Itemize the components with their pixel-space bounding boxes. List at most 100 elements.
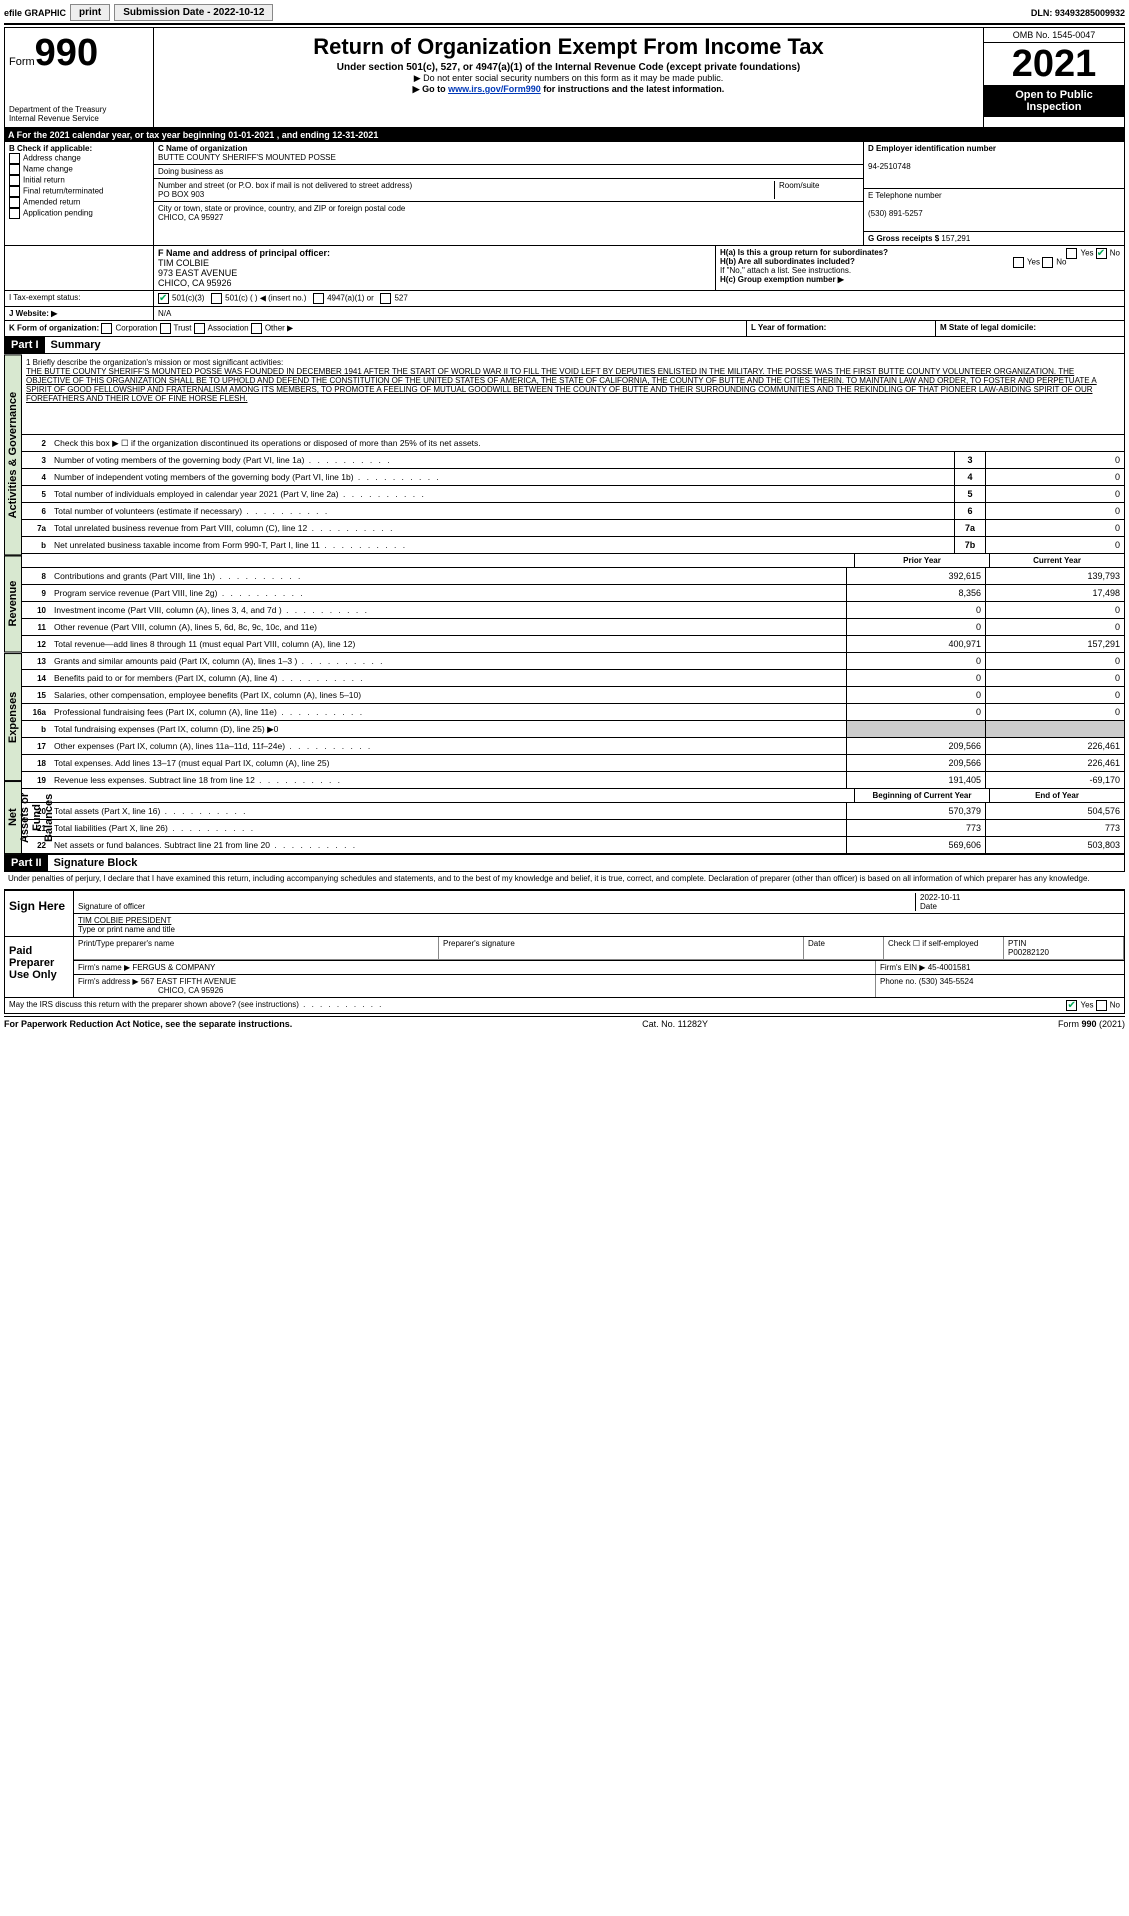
sig-line-2: TIM COLBIE PRESIDENT Type or print name … — [74, 914, 1124, 936]
phone-cell: E Telephone number (530) 891-5257 — [864, 189, 1124, 232]
cb-501c[interactable] — [211, 293, 222, 304]
mission-text: THE BUTTE COUNTY SHERIFF'S MOUNTED POSSE… — [26, 367, 1120, 403]
cb-527[interactable] — [380, 293, 391, 304]
header-right: OMB No. 1545-0047 2021 Open to Public In… — [983, 28, 1124, 127]
ein-cell: D Employer identification number 94-2510… — [864, 142, 1124, 189]
org-name-cell: C Name of organization BUTTE COUNTY SHER… — [154, 142, 863, 165]
prep-cells: Print/Type preparer's name Preparer's si… — [74, 937, 1124, 997]
line-10: 10Investment income (Part VIII, column (… — [22, 602, 1125, 619]
city-val: CHICO, CA 95927 — [158, 213, 223, 222]
line-18: 18Total expenses. Add lines 13–17 (must … — [22, 755, 1125, 772]
irs-link[interactable]: www.irs.gov/Form990 — [448, 84, 541, 94]
part1-tag: Part I — [5, 337, 45, 353]
discuss-yn: Yes No — [1066, 1000, 1120, 1011]
top-bar: efile GRAPHIC print Submission Date - 20… — [4, 4, 1125, 25]
j-val: N/A — [154, 307, 1124, 320]
dept-treasury: Department of the Treasury — [9, 105, 149, 114]
form-subtitle-3: ▶ Go to www.irs.gov/Form990 for instruct… — [162, 84, 975, 95]
gross-cell: G Gross receipts $ 157,291 — [864, 232, 1124, 245]
sig-date: 2022-10-11Date — [916, 893, 1120, 911]
firm-row: Firm's name ▶ FERGUS & COMPANY Firm's EI… — [74, 961, 1124, 975]
room-label: Room/suite — [774, 181, 859, 199]
e-label: E Telephone number — [868, 191, 942, 200]
part1-bar: Part I Summary — [4, 337, 1125, 354]
line-17: 17Other expenses (Part IX, column (A), l… — [22, 738, 1125, 755]
cb-application[interactable]: Application pending — [9, 208, 149, 219]
sidebar-governance: Activities & Governance — [4, 354, 22, 555]
header-left: Form990 Department of the Treasury Inter… — [5, 28, 154, 127]
cb-amended[interactable]: Amended return — [9, 197, 149, 208]
footer: For Paperwork Reduction Act Notice, see … — [4, 1016, 1125, 1031]
line-9: 9Program service revenue (Part VIII, lin… — [22, 585, 1125, 602]
cb-501c3[interactable] — [158, 293, 169, 304]
cb-assoc[interactable] — [194, 323, 205, 334]
form-subtitle-1: Under section 501(c), 527, or 4947(a)(1)… — [162, 62, 975, 73]
b-label: B Check if applicable: — [9, 144, 149, 153]
col-header-revenue: Prior YearCurrent Year — [22, 554, 1125, 568]
cb-final[interactable]: Final return/terminated — [9, 186, 149, 197]
line-7a: 7aTotal unrelated business revenue from … — [22, 520, 1125, 537]
firm-name: Firm's name ▶ FERGUS & COMPANY — [74, 961, 876, 974]
klm-row: K Form of organization: Corporation Trus… — [4, 321, 1125, 337]
line-6: 6Total number of volunteers (estimate if… — [22, 503, 1125, 520]
open-public: Open to Public Inspection — [984, 85, 1124, 117]
sidebar-col: Activities & Governance Revenue Expenses… — [4, 354, 22, 854]
f-label: F Name and address of principal officer: — [158, 248, 330, 258]
line-5: 5Total number of individuals employed in… — [22, 486, 1125, 503]
line-19: 19Revenue less expenses. Subtract line 1… — [22, 772, 1125, 789]
firm-addr: Firm's address ▶ 567 EAST FIFTH AVENUE C… — [74, 975, 876, 997]
ptin-cell: PTINP00282120 — [1004, 937, 1124, 960]
prep-date-label: Date — [804, 937, 884, 960]
addr-val: PO BOX 903 — [158, 190, 204, 199]
summary-table: Activities & Governance Revenue Expenses… — [4, 354, 1125, 854]
part2-bar: Part II Signature Block — [4, 854, 1125, 872]
cb-4947[interactable] — [313, 293, 324, 304]
form-990-number: 990 — [35, 32, 98, 74]
cb-corp[interactable] — [101, 323, 112, 334]
tax-year: 2021 — [984, 43, 1124, 85]
sign-cells: Signature of officer 2022-10-11Date TIM … — [74, 891, 1124, 936]
line-13: 13Grants and similar amounts paid (Part … — [22, 653, 1125, 670]
summary-body: 1 Briefly describe the organization's mi… — [22, 354, 1125, 854]
f-name: TIM COLBIE — [158, 258, 209, 268]
print-button[interactable]: print — [70, 4, 110, 21]
omb-number: OMB No. 1545-0047 — [984, 28, 1124, 43]
cb-initial[interactable]: Initial return — [9, 175, 149, 186]
cb-trust[interactable] — [160, 323, 171, 334]
firm-phone: Phone no. (530) 345-5524 — [876, 975, 1124, 997]
submission-date-button[interactable]: Submission Date - 2022-10-12 — [114, 4, 273, 21]
f-addr2: CHICO, CA 95926 — [158, 278, 232, 288]
section-f: F Name and address of principal officer:… — [154, 246, 716, 290]
city-label: City or town, state or province, country… — [158, 204, 405, 213]
section-l: L Year of formation: — [747, 321, 936, 336]
irs-label: Internal Revenue Service — [9, 114, 149, 123]
line-3: 3Number of voting members of the governi… — [22, 452, 1125, 469]
dln-label: DLN: 93493285009932 — [1031, 8, 1125, 18]
top-bar-left: efile GRAPHIC print Submission Date - 20… — [4, 4, 273, 21]
h-c: H(c) Group exemption number ▶ — [720, 275, 1120, 284]
sidebar-expenses: Expenses — [4, 653, 22, 781]
section-c: C Name of organization BUTTE COUNTY SHER… — [154, 142, 864, 245]
addr-cell: Number and street (or P.O. box if mail i… — [158, 181, 774, 199]
line-7b: bNet unrelated business taxable income f… — [22, 537, 1125, 554]
cb-address[interactable]: Address change — [9, 153, 149, 164]
header-mid: Return of Organization Exempt From Incom… — [154, 28, 983, 127]
sig-line-1: Signature of officer 2022-10-11Date — [74, 891, 1124, 914]
f-h-row: F Name and address of principal officer:… — [4, 246, 1125, 291]
line-20: 20Total assets (Part X, line 16)570,3795… — [22, 803, 1125, 820]
line-14: 14Benefits paid to or for members (Part … — [22, 670, 1125, 687]
mission-box: 1 Briefly describe the organization's mi… — [22, 354, 1125, 435]
line-15: 15Salaries, other compensation, employee… — [22, 687, 1125, 704]
cb-other[interactable] — [251, 323, 262, 334]
form-subtitle-2: ▶ Do not enter social security numbers o… — [162, 73, 975, 84]
form-word: Form — [9, 56, 35, 68]
dba-cell: Doing business as — [154, 165, 863, 179]
name-label: Type or print name and title — [78, 925, 175, 934]
h-b: H(b) Are all subordinates included? Yes … — [720, 257, 1120, 266]
i-row: I Tax-exempt status: 501(c)(3) 501(c) ( … — [4, 291, 1125, 307]
c-name-label: C Name of organization — [158, 144, 247, 153]
firm-ein: Firm's EIN ▶ 45-4001581 — [876, 961, 1124, 974]
goto-pre: ▶ Go to — [413, 84, 448, 94]
cb-name[interactable]: Name change — [9, 164, 149, 175]
firm-addr-row: Firm's address ▶ 567 EAST FIFTH AVENUE C… — [74, 975, 1124, 997]
